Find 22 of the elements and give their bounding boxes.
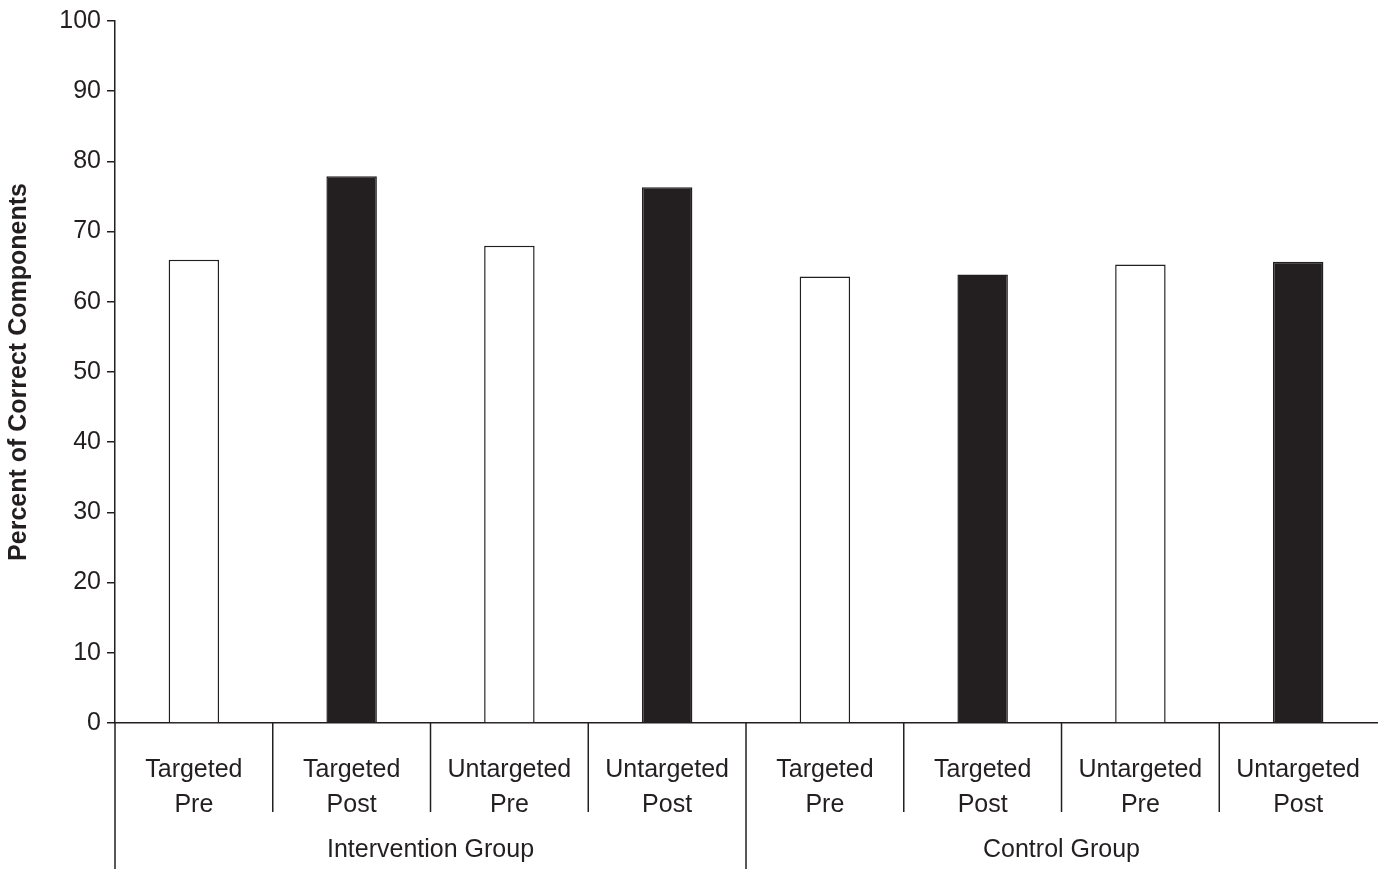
x-tick-label: Untargeted Post [605,754,729,818]
y-tick-label: 50 [73,355,101,384]
x-tick-label: Targeted Post [302,754,401,818]
x-tick-label: Untargeted Post [1236,754,1360,818]
x-tick-label: Targeted Pre [145,754,243,818]
y-axis-title: Percent of Correct Components [2,183,31,561]
y-tick-label: 30 [73,496,101,525]
y-tick-label: 20 [73,566,101,595]
y-tick-label: 0 [87,706,101,735]
y-tick-label: 100 [59,4,101,33]
x-tick-label: Targeted Post [934,754,1032,818]
y-tick-label: 60 [73,285,101,314]
y-tick-label: 10 [73,636,101,665]
y-tick-label: 70 [73,215,101,244]
y-tick-label: 90 [73,75,101,104]
text: Control Group [983,833,1141,862]
x-tick-label: Untargeted Pre [447,754,572,818]
text: Intervention Group [326,833,535,862]
y-tick-label: 40 [73,426,101,455]
y-tick-label: 80 [73,145,101,174]
x-tick-label: Untargeted Pre [1078,754,1203,818]
x-tick-label: Targeted Pre [776,754,874,818]
